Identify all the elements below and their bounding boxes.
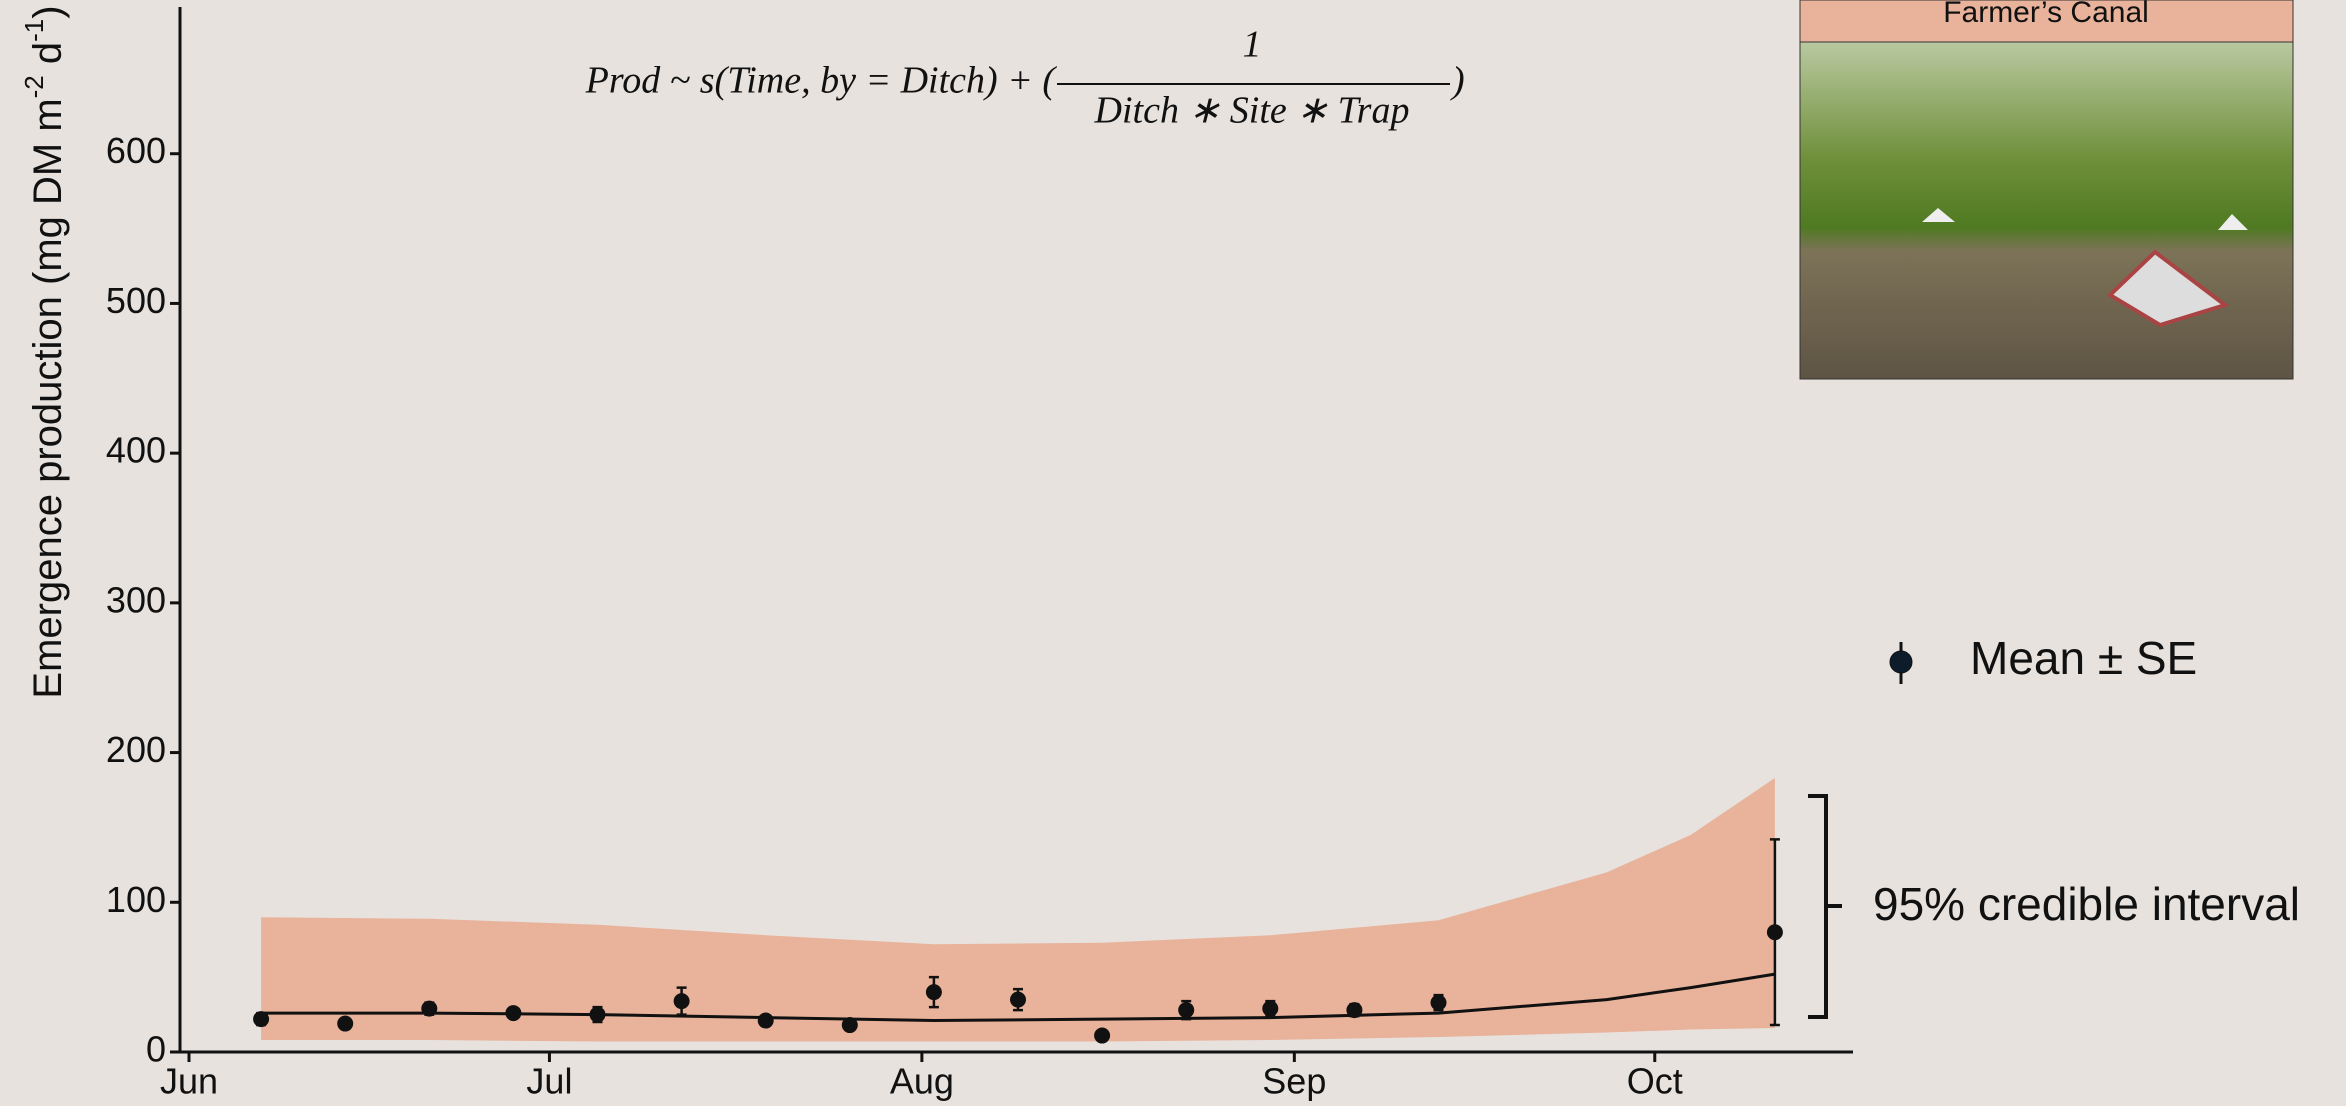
annotation: 95% credible interval (1873, 878, 2300, 930)
credible-band (261, 778, 1775, 1042)
formula-left: Prod ~ s(Time, by = Ditch) + ( (585, 60, 1058, 102)
point (337, 1015, 354, 1032)
trap-icon (2106, 249, 2230, 328)
formula-denominator: Ditch ∗ Site ∗ Trap (1094, 90, 1410, 132)
y-axis-label-text: d (26, 42, 70, 75)
point (925, 984, 942, 1001)
y-axis-label: Emergence production (mg DM m-2 d-1) (19, 5, 70, 698)
y-tick-label: 600 (106, 130, 166, 171)
photo-label: Farmer’s Canal (1943, 0, 2149, 29)
point (841, 1017, 858, 1034)
legend-point (1889, 650, 1913, 674)
point (1430, 994, 1447, 1011)
trap-icon (2218, 214, 2248, 230)
point (1094, 1027, 1111, 1044)
formula: Prod ~ s(Time, by = Ditch) + ( 1 Ditch ∗… (585, 24, 1465, 132)
point (757, 1012, 774, 1029)
y-axis-label-text: ) (26, 5, 70, 18)
point (1010, 991, 1027, 1008)
y-tick-label: 500 (106, 280, 166, 321)
formula-right: ) (1450, 60, 1465, 102)
photo-image (1799, 41, 2294, 380)
band-annotation: 95% credible interval (1808, 794, 2300, 1019)
y-tick-label: 200 (106, 729, 166, 770)
trap-icon (1922, 208, 1955, 222)
point (1346, 1002, 1363, 1019)
y-tick-label: 0 (146, 1029, 166, 1070)
point (505, 1005, 522, 1022)
photo-header (1799, 0, 2294, 43)
formula-numerator: 1 (1243, 24, 1262, 66)
photo: Farmer’s Canal (1799, 0, 2294, 380)
point (589, 1006, 606, 1023)
point (673, 993, 690, 1010)
point (1262, 1000, 1279, 1017)
y-axis-label-sup: -1 (19, 19, 49, 42)
x-tick-label: Oct (1627, 1061, 1683, 1102)
legend: Mean ± SE (1889, 632, 2197, 684)
y-tick-label: 300 (106, 579, 166, 620)
y-tick-label: 400 (106, 430, 166, 471)
point (1178, 1002, 1195, 1019)
y-axis-label-sup: -2 (19, 75, 49, 98)
x-tick-label: Jun (160, 1061, 218, 1102)
x-tick-label: Jul (526, 1061, 572, 1102)
fit-line (261, 972, 1776, 1023)
point (253, 1011, 270, 1028)
legend-label: Mean ± SE (1970, 632, 2197, 684)
point (1766, 924, 1783, 941)
y-axis-label-text: Emergence production (mg DM m (26, 98, 70, 698)
point (421, 1000, 438, 1017)
bracket (1808, 794, 1842, 1019)
y-tick-label: 100 (106, 879, 166, 920)
x-tick-label: Aug (890, 1061, 954, 1102)
x-tick-label: Sep (1262, 1061, 1326, 1102)
